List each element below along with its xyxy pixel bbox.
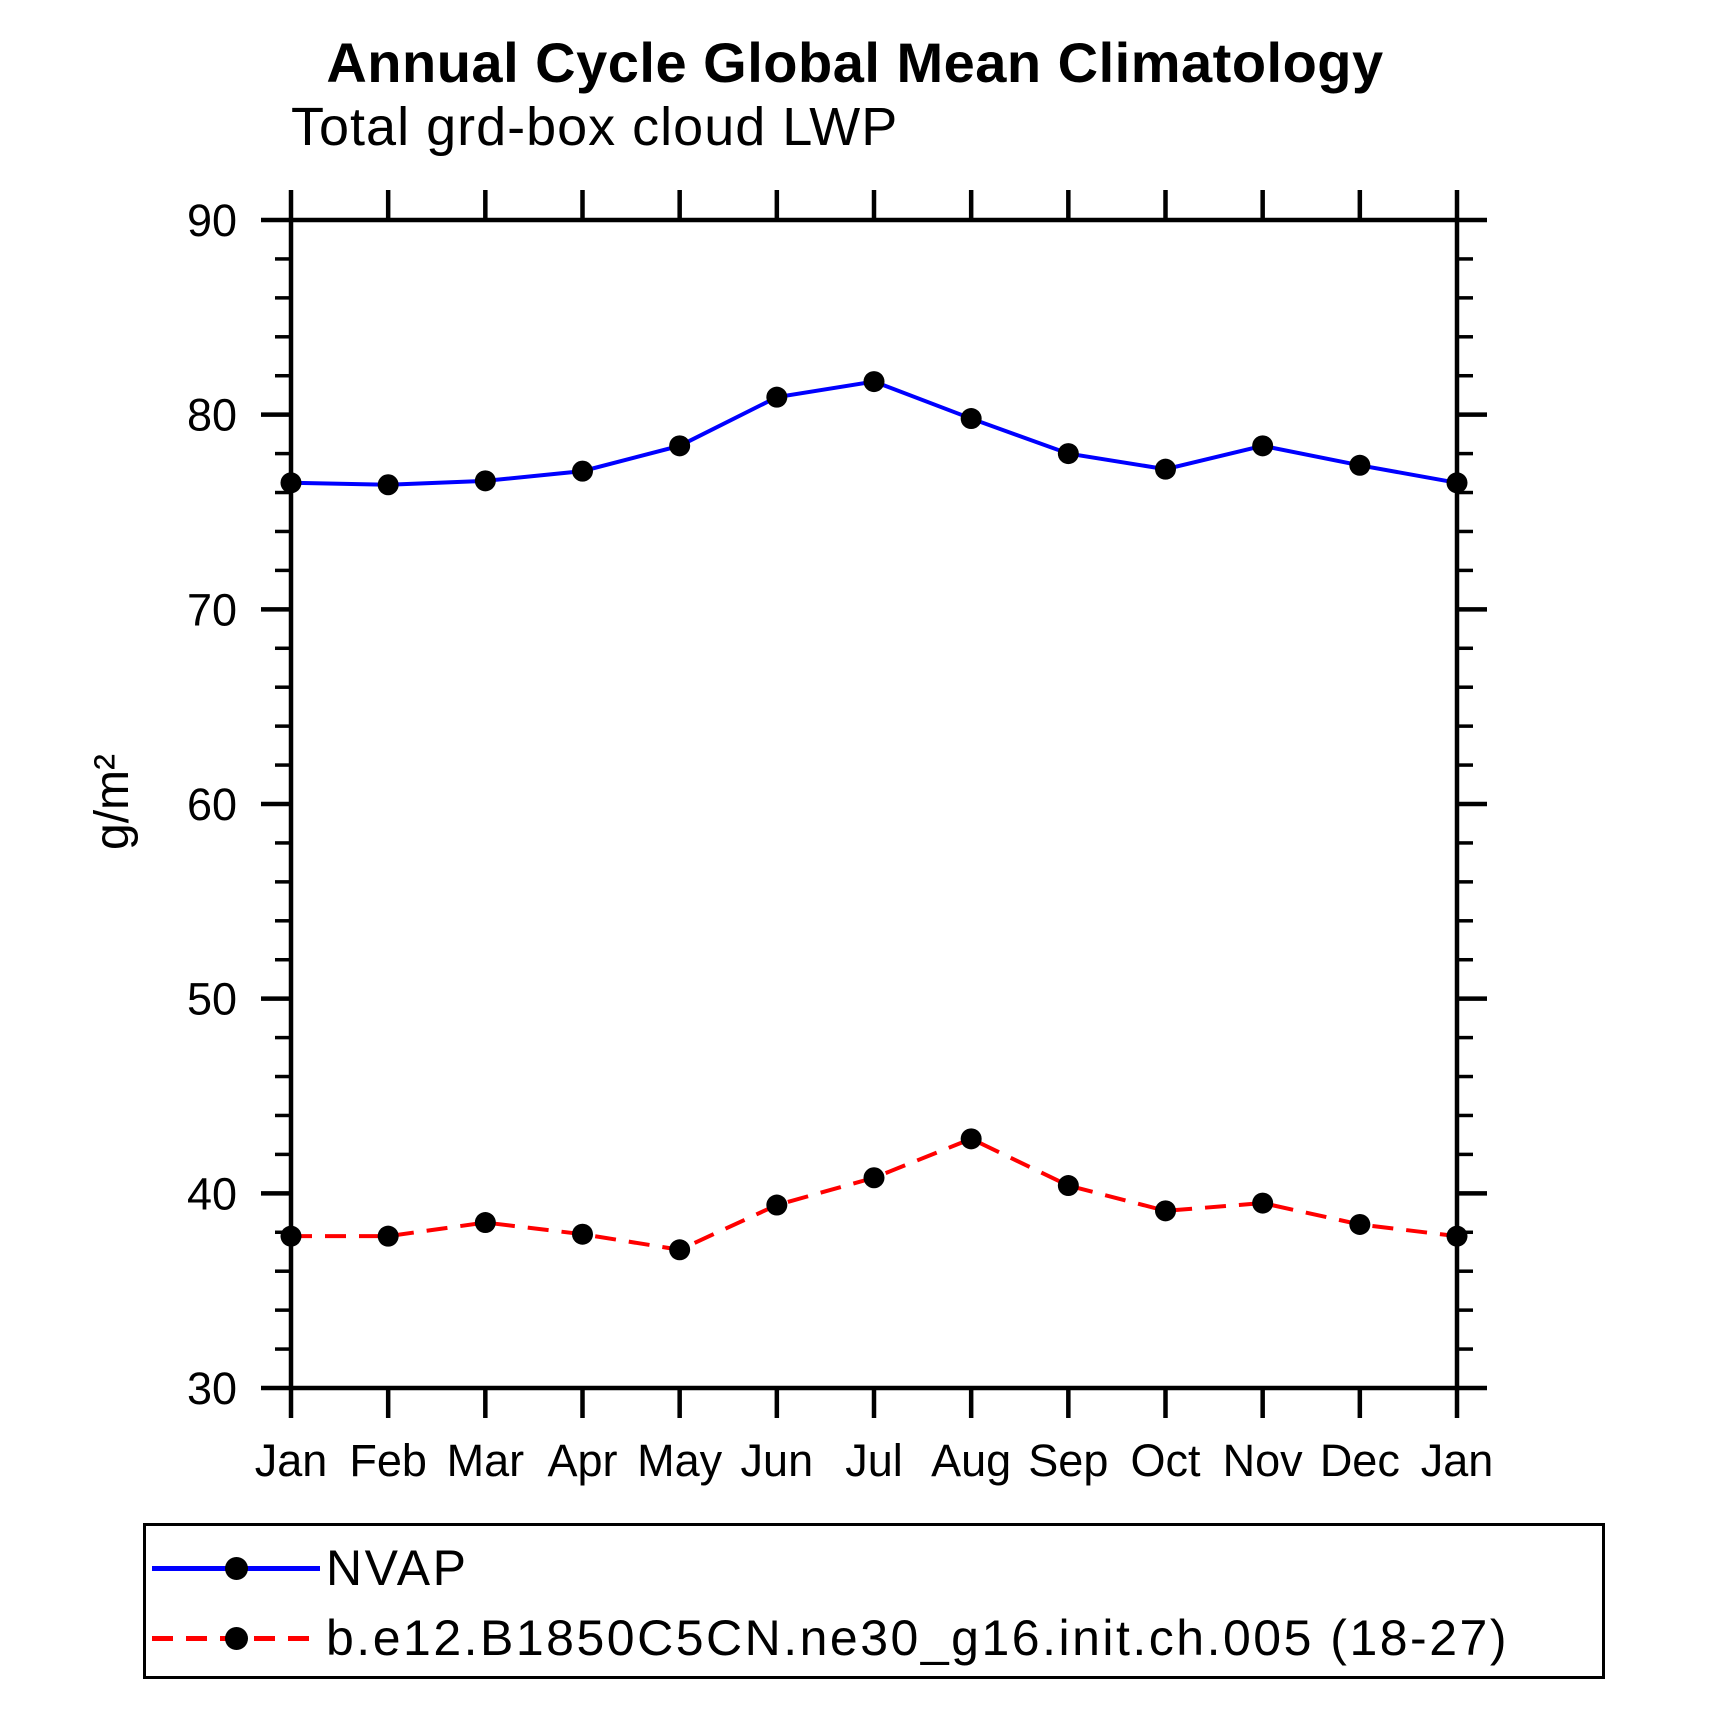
nvap-point-marker	[572, 460, 593, 482]
y-tick-label: 80	[187, 390, 237, 441]
x-tick-label: Dec	[1320, 1435, 1400, 1486]
nvap-point-marker	[1252, 435, 1274, 457]
legend-item-nvap: NVAP	[152, 1540, 468, 1596]
y-tick-label: 40	[187, 1168, 237, 1219]
y-tick-label: 30	[187, 1363, 237, 1414]
model-point-marker	[960, 1128, 982, 1150]
model-line-sample	[152, 1613, 320, 1663]
model-point-marker	[572, 1223, 593, 1245]
legend-label-nvap: NVAP	[326, 1540, 469, 1596]
model-point-marker	[377, 1225, 399, 1247]
x-tick-label: Nov	[1223, 1435, 1304, 1486]
plot-frame	[288, 217, 1460, 1391]
x-tick-label: Jan	[1421, 1435, 1494, 1486]
nvap-point-marker	[960, 408, 982, 430]
nvap-point-marker	[280, 472, 302, 494]
x-tick-label: Apr	[547, 1435, 617, 1486]
x-tick-label: Jun	[741, 1435, 814, 1486]
model-point-marker	[1252, 1192, 1274, 1214]
x-tick-label: Oct	[1130, 1435, 1201, 1486]
chart-title: Annual Cycle Global Mean Climatology	[326, 31, 1384, 94]
nvap-marker-icon	[225, 1557, 248, 1580]
nvap-point-marker	[863, 371, 885, 393]
y-tick-label: 60	[187, 779, 237, 830]
x-tick-label: Jul	[845, 1435, 903, 1486]
y-tick-label: 70	[187, 584, 237, 635]
nvap-line	[290, 379, 1458, 487]
x-tick-label: Aug	[931, 1435, 1011, 1486]
legend-label-model: b.e12.B1850C5CN.ne30_g16.init.ch.005 (18…	[326, 1610, 1509, 1666]
model-point-marker	[1349, 1213, 1371, 1235]
model-point-marker	[280, 1225, 302, 1247]
nvap-point-marker	[474, 470, 496, 492]
legend-box: NVAP b.e12.B1850C5CN.ne30_g16.init.ch.00…	[143, 1523, 1605, 1679]
x-tick-label: Sep	[1028, 1435, 1108, 1486]
model-marker-icon	[225, 1627, 248, 1650]
x-tick-label: Jan	[255, 1435, 328, 1486]
x-tick-label: Mar	[447, 1435, 525, 1486]
legend-item-model: b.e12.B1850C5CN.ne30_g16.init.ch.005 (18…	[152, 1610, 1509, 1666]
model-point-marker	[474, 1212, 496, 1234]
nvap-point-marker	[766, 386, 788, 408]
x-tick-label: Feb	[349, 1435, 427, 1486]
model-point-marker	[1446, 1225, 1468, 1247]
nvap-point-marker	[1155, 458, 1176, 480]
model-point-marker	[1057, 1175, 1079, 1197]
model-point-marker	[863, 1167, 885, 1189]
y-axis-label: g/m²	[86, 754, 139, 850]
nvap-point-marker	[1057, 443, 1079, 465]
nvap-point-marker	[1349, 454, 1371, 476]
nvap-line-sample	[152, 1543, 320, 1593]
nvap-point-marker	[1446, 472, 1468, 494]
nvap-point-marker	[377, 474, 399, 496]
nvap-point-marker	[669, 435, 691, 457]
x-tick-label: May	[637, 1435, 723, 1486]
model-line	[291, 1136, 1458, 1252]
model-point-marker	[669, 1239, 691, 1261]
chart-subtitle: Total grd-box cloud LWP	[291, 97, 899, 157]
model-point-marker	[1155, 1200, 1176, 1222]
model-point-marker	[766, 1194, 788, 1216]
y-tick-label: 90	[187, 195, 237, 246]
y-tick-label: 50	[187, 974, 237, 1025]
